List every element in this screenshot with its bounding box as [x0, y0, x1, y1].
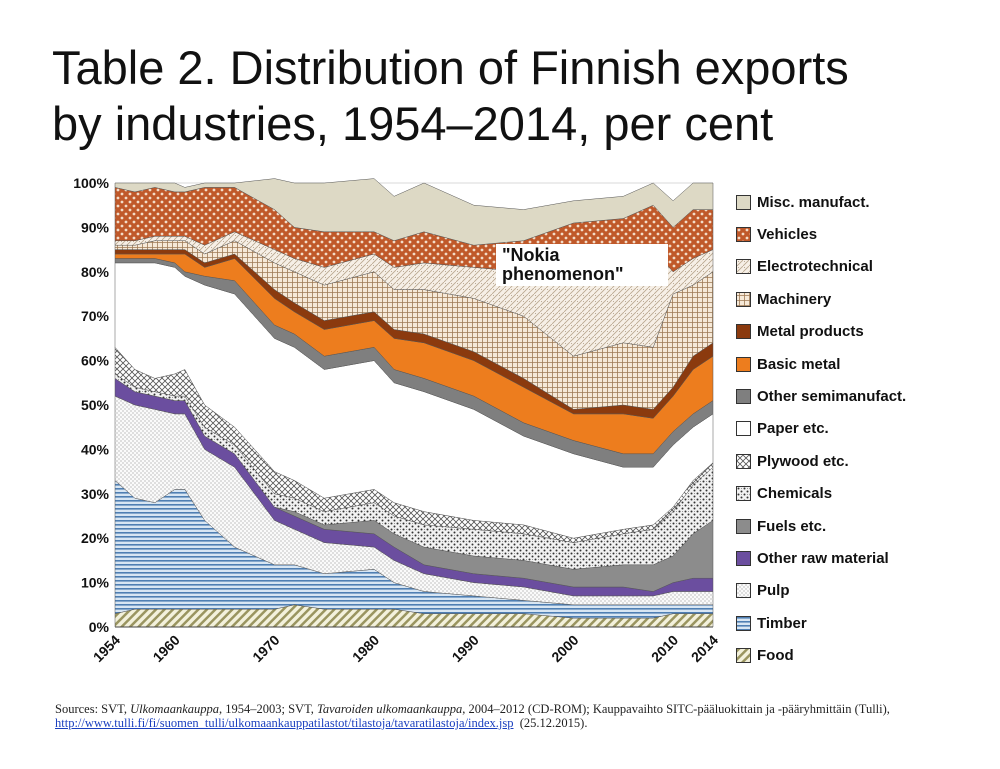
y-tick-label: 20% — [81, 530, 110, 546]
legend-swatch-machinery — [736, 291, 751, 307]
y-tick-label: 10% — [81, 575, 110, 591]
legend-item-vehicles: Vehicles — [736, 218, 996, 250]
legend-item-paper-etc: Paper etc. — [736, 413, 996, 445]
legend-item-timber: Timber — [736, 607, 996, 639]
y-tick-label: 60% — [81, 353, 110, 369]
legend-item-basic-metal: Basic metal — [736, 348, 996, 380]
legend-swatch-fuels-etc — [736, 518, 751, 534]
source-mid1: , 1954–2003; SVT, — [219, 702, 318, 716]
legend-item-chemicals: Chemicals — [736, 478, 996, 510]
annotation-line-1: "Nokia — [502, 245, 560, 265]
page-title: Table 2. Distribution of Finnish exports… — [52, 40, 992, 152]
legend-item-food: Food — [736, 639, 996, 671]
y-tick-label: 0% — [89, 619, 110, 635]
legend-item-fuels-etc: Fuels etc. — [736, 510, 996, 542]
legend-item-electrotechnical: Electrotechnical — [736, 251, 996, 283]
legend-swatch-metal-products — [736, 324, 751, 340]
legend-label: Food — [757, 647, 794, 665]
source-pub2: Tavaroiden ulkomaankauppa — [317, 702, 463, 716]
legend-swatch-timber — [736, 615, 751, 631]
x-tick-label: 1954 — [90, 632, 123, 665]
legend-item-misc-manufact: Misc. manufact. — [736, 186, 996, 218]
source-mid2: , 2004–2012 (CD-ROM); Kauppavaihto SITC-… — [462, 702, 890, 716]
legend-label: Metal products — [757, 323, 864, 341]
x-tick-label: 2010 — [648, 632, 681, 665]
y-tick-label: 70% — [81, 308, 110, 324]
legend-label: Chemicals — [757, 485, 833, 503]
y-tick-label: 40% — [81, 441, 110, 457]
legend-label: Timber — [757, 614, 807, 632]
source-date: (25.12.2015). — [519, 716, 588, 730]
source-pub1: Ulkomaankauppa — [130, 702, 219, 716]
y-tick-label: 50% — [81, 397, 110, 413]
legend-item-plywood-etc: Plywood etc. — [736, 445, 996, 477]
legend-swatch-pulp — [736, 583, 751, 599]
source-prefix: Sources: SVT, — [55, 702, 131, 716]
legend-item-metal-products: Metal products — [736, 316, 996, 348]
y-tick-label: 100% — [73, 175, 109, 191]
x-tick-label: 2000 — [548, 632, 581, 665]
legend-item-pulp: Pulp — [736, 575, 996, 607]
legend-swatch-plywood-etc — [736, 453, 751, 469]
legend-swatch-basic-metal — [736, 356, 751, 372]
area-misc-manufact — [114, 178, 714, 246]
legend-label: Misc. manufact. — [757, 193, 870, 211]
legend-label: Fuels etc. — [757, 517, 827, 535]
legend-item-other-raw-material: Other raw material — [736, 542, 996, 574]
legend-label: Electrotechnical — [757, 258, 873, 276]
legend-label: Basic metal — [757, 355, 841, 373]
legend-label: Machinery — [757, 290, 832, 308]
x-tick-label: 1990 — [449, 632, 482, 665]
source-note: Sources: SVT, Ulkomaankauppa, 1954–2003;… — [55, 702, 955, 730]
legend-label: Pulp — [757, 582, 790, 600]
legend-swatch-misc-manufact — [736, 194, 751, 210]
chart-legend: Misc. manufact. Vehicles Electrotechnical M… — [736, 186, 996, 672]
legend-label: Paper etc. — [757, 420, 829, 438]
legend-item-machinery: Machinery — [736, 283, 996, 315]
x-tick-label: 1980 — [349, 632, 382, 665]
title-line-1: Table 2. Distribution of Finnish exports — [52, 41, 849, 94]
y-tick-label: 90% — [81, 219, 110, 235]
legend-swatch-food — [736, 648, 751, 664]
legend-label: Vehicles — [757, 226, 818, 244]
legend-swatch-chemicals — [736, 486, 751, 502]
legend-item-other-semimanufact: Other semimanufact. — [736, 380, 996, 412]
legend-swatch-vehicles — [736, 227, 751, 243]
legend-label: Other semimanufact. — [757, 388, 907, 406]
x-tick-label: 1960 — [150, 632, 183, 665]
legend-swatch-other-raw-material — [736, 550, 751, 566]
legend-label: Plywood etc. — [757, 452, 849, 470]
y-tick-label: 30% — [81, 486, 110, 502]
x-tick-label: 2014 — [688, 632, 721, 665]
chart-areas — [114, 178, 714, 628]
legend-swatch-other-semimanufact — [736, 389, 751, 405]
legend-swatch-paper-etc — [736, 421, 751, 437]
nokia-annotation: "Nokia phenomenon" — [496, 244, 668, 286]
source-link[interactable]: http://www.tulli.fi/fi/suomen_tulli/ulko… — [55, 716, 514, 730]
legend-swatch-electrotechnical — [736, 259, 751, 275]
x-tick-label: 1970 — [249, 632, 282, 665]
y-tick-label: 80% — [81, 264, 110, 280]
annotation-line-2: phenomenon" — [502, 264, 624, 284]
legend-label: Other raw material — [757, 549, 889, 567]
title-line-2: by industries, 1954–2014, per cent — [52, 97, 774, 150]
